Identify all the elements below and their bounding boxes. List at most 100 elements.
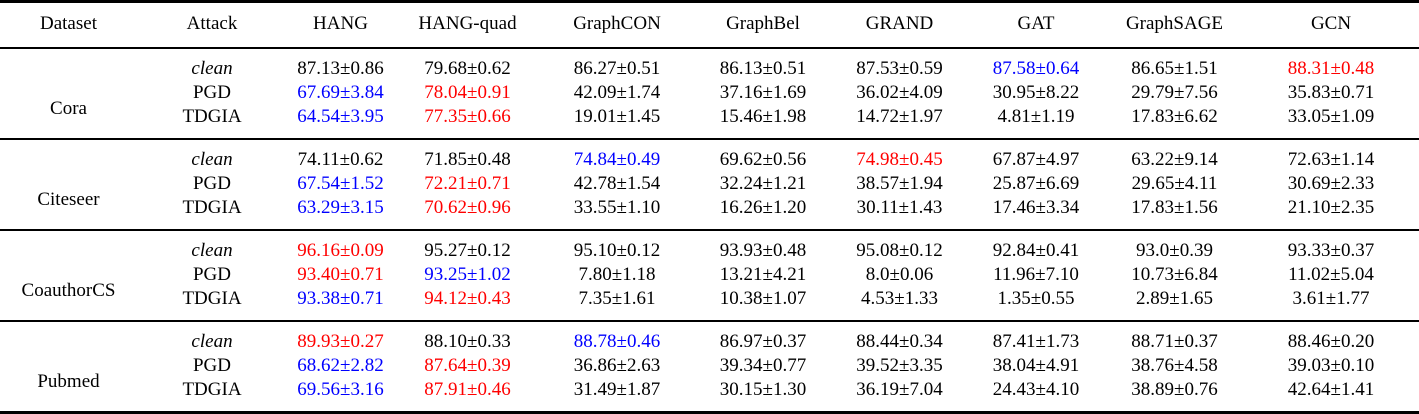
value-cell: 88.78±0.46 — [573, 331, 661, 352]
value-cell: 67.87±4.97 — [992, 149, 1080, 170]
value-cell: 29.65±4.11 — [1131, 173, 1218, 194]
dataset-label-text: Cora — [50, 97, 87, 119]
value-cell: 72.21±0.71 — [424, 173, 511, 194]
value-cell: 71.85±0.48 — [424, 149, 511, 170]
value-cell: 86.97±0.37 — [719, 331, 807, 352]
value-cell: 30.95±8.22 — [992, 82, 1080, 103]
value-cell: 39.03±0.10 — [1287, 355, 1375, 376]
column-header-grand: GRAND — [833, 1, 966, 49]
value-cell: 16.26±1.20 — [719, 197, 807, 218]
value-cell: 38.76±4.58 — [1131, 355, 1218, 376]
value-cell: 7.35±1.61 — [578, 288, 656, 309]
value-cell: 93.33±0.37 — [1287, 240, 1375, 261]
table-row: TDGIA 93.38±0.71 94.12±0.43 7.35±1.61 10.38±… — [0, 287, 1419, 321]
value-cell: 87.41±1.73 — [992, 331, 1080, 352]
value-cell: 30.69±2.33 — [1287, 173, 1375, 194]
value-cell: 67.69±3.84 — [297, 82, 384, 103]
value-cell: 88.31±0.48 — [1287, 58, 1375, 79]
value-cell: 29.79±7.56 — [1131, 82, 1218, 103]
header-row: Dataset Attack HANG HANG-quad GraphCON GraphB… — [0, 1, 1419, 49]
column-header-graphcon: GraphCON — [541, 1, 693, 49]
table-row: TDGIA 63.29±3.15 70.62±0.96 33.55±1.10 16.26… — [0, 196, 1419, 230]
column-header-attack: Attack — [137, 1, 287, 49]
value-cell: 42.78±1.54 — [573, 173, 661, 194]
value-cell: 21.10±2.35 — [1287, 197, 1375, 218]
column-header-graphsage: GraphSAGE — [1106, 1, 1243, 49]
value-cell: 67.54±1.52 — [297, 173, 384, 194]
attack-label: TDGIA — [182, 197, 242, 218]
value-cell: 86.65±1.51 — [1131, 58, 1218, 79]
column-header-graphbel: GraphBel — [693, 1, 833, 49]
value-cell: 95.08±0.12 — [856, 240, 943, 261]
value-cell: 87.53±0.59 — [856, 58, 943, 79]
value-cell: 17.46±3.34 — [992, 197, 1080, 218]
table-row: Citeseer clean 74.11±0.62 71.85±0.48 74.84±0… — [0, 139, 1419, 210]
attack-label: clean — [191, 240, 233, 261]
value-cell: 79.68±0.62 — [424, 58, 511, 79]
value-cell: 93.40±0.71 — [297, 264, 384, 285]
value-cell: 64.54±3.95 — [297, 106, 384, 127]
dataset-section-coauthorcs: CoauthorCS clean 96.16±0.09 95.27±0.12 95.10… — [0, 230, 1419, 321]
value-cell: 95.27±0.12 — [424, 240, 511, 261]
value-cell: 88.10±0.33 — [424, 331, 511, 352]
value-cell: 37.16±1.69 — [719, 82, 807, 103]
column-header-gcn: GCN — [1243, 1, 1419, 49]
value-cell: 87.64±0.39 — [424, 355, 511, 376]
value-cell: 17.83±1.56 — [1131, 197, 1218, 218]
value-cell: 86.13±0.51 — [719, 58, 807, 79]
table-row: Cora clean 87.13±0.86 79.68±0.62 86.27±0.51 8… — [0, 48, 1419, 119]
value-cell: 38.57±1.94 — [856, 173, 943, 194]
value-cell: 74.11±0.62 — [297, 149, 384, 170]
value-cell: 2.89±1.65 — [1136, 288, 1213, 309]
value-cell: 87.13±0.86 — [297, 58, 384, 79]
value-cell: 42.64±1.41 — [1287, 379, 1375, 400]
value-cell: 38.04±4.91 — [992, 355, 1080, 376]
table-row: Pubmed clean 89.93±0.27 88.10±0.33 88.78±0.4… — [0, 321, 1419, 392]
value-cell: 70.62±0.96 — [424, 197, 511, 218]
value-cell: 68.62±2.82 — [297, 355, 384, 376]
value-cell: 11.96±7.10 — [993, 264, 1079, 285]
value-cell: 93.25±1.02 — [424, 264, 511, 285]
value-cell: 87.58±0.64 — [992, 58, 1080, 79]
table-row: PGD 67.69±3.84 78.04±0.91 42.09±1.74 37.16±1… — [0, 81, 1419, 105]
value-cell: 86.27±0.51 — [573, 58, 661, 79]
dataset-section-pubmed: Pubmed clean 89.93±0.27 88.10±0.33 88.78±0.4… — [0, 321, 1419, 413]
value-cell: 32.24±1.21 — [719, 173, 807, 194]
attack-label: PGD — [192, 264, 231, 285]
table-row: PGD 68.62±2.82 87.64±0.39 36.86±2.63 39.34±0… — [0, 354, 1419, 378]
value-cell: 42.09±1.74 — [573, 82, 661, 103]
value-cell: 35.83±0.71 — [1287, 82, 1375, 103]
dataset-section-citeseer: Citeseer clean 74.11±0.62 71.85±0.48 74.84±0… — [0, 139, 1419, 230]
dataset-label: Cora — [0, 48, 137, 139]
value-cell: 78.04±0.91 — [424, 82, 511, 103]
dataset-label-text: Citeseer — [37, 188, 100, 210]
table-row: TDGIA 64.54±3.95 77.35±0.66 19.01±1.45 15.46… — [0, 105, 1419, 139]
value-cell: 77.35±0.66 — [424, 106, 511, 127]
table-header: Dataset Attack HANG HANG-quad GraphCON GraphB… — [0, 1, 1419, 49]
attack-label: TDGIA — [182, 106, 242, 127]
attack-label: TDGIA — [182, 379, 242, 400]
value-cell: 93.38±0.71 — [297, 288, 384, 309]
column-header-hang-quad: HANG-quad — [394, 1, 541, 49]
attack-label: TDGIA — [182, 288, 242, 309]
value-cell: 38.89±0.76 — [1131, 379, 1218, 400]
value-cell: 10.38±1.07 — [719, 288, 807, 309]
value-cell: 19.01±1.45 — [573, 106, 661, 127]
value-cell: 93.93±0.48 — [719, 240, 807, 261]
value-cell: 3.61±1.77 — [1292, 288, 1370, 309]
value-cell: 10.73±6.84 — [1131, 264, 1218, 285]
dataset-label: CoauthorCS — [0, 230, 137, 321]
column-header-dataset: Dataset — [0, 1, 137, 49]
value-cell: 14.72±1.97 — [856, 106, 943, 127]
value-cell: 25.87±6.69 — [992, 173, 1080, 194]
value-cell: 11.02±5.04 — [1288, 264, 1374, 285]
dataset-label-text: CoauthorCS — [21, 279, 116, 301]
value-cell: 39.52±3.35 — [856, 355, 943, 376]
value-cell: 1.35±0.55 — [997, 288, 1075, 309]
value-cell: 87.91±0.46 — [424, 379, 511, 400]
value-cell: 31.49±1.87 — [573, 379, 661, 400]
value-cell: 93.0±0.39 — [1136, 240, 1213, 261]
column-header-hang: HANG — [287, 1, 394, 49]
value-cell: 30.15±1.30 — [719, 379, 807, 400]
